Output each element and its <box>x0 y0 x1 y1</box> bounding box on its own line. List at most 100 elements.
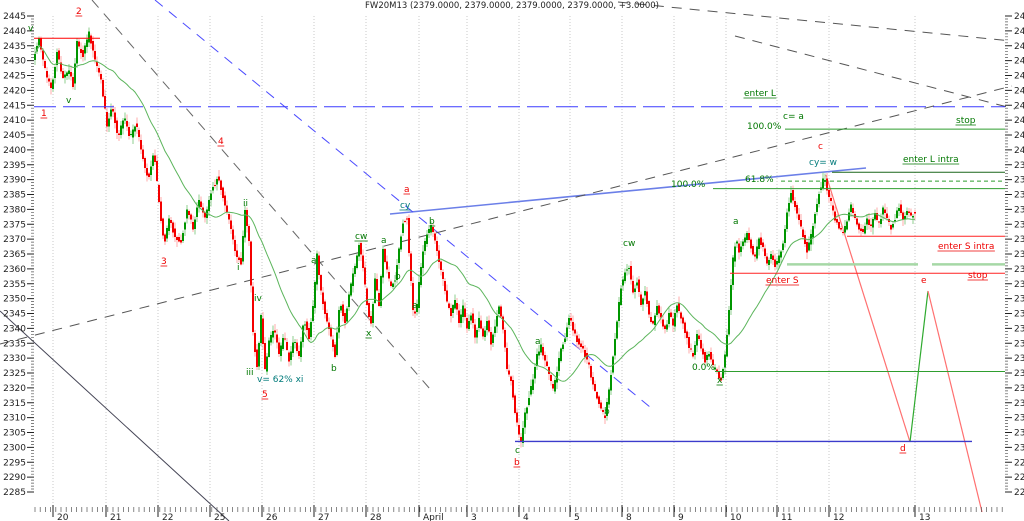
candle-body <box>730 285 732 311</box>
chart-annotation[interactable]: c <box>818 142 823 152</box>
candle-body <box>320 275 322 291</box>
candle-body <box>590 365 592 378</box>
candle-body <box>170 219 172 223</box>
chart-annotation[interactable]: enter L intra <box>903 155 959 165</box>
candle-body <box>796 205 798 214</box>
candle-body <box>654 315 656 326</box>
chart-annotation[interactable]: 100.0% <box>747 122 782 132</box>
upper-gray-cross-line[interactable] <box>734 35 1016 110</box>
candle-body <box>152 155 154 167</box>
candle-body <box>166 228 168 239</box>
lower-left-trendline[interactable] <box>0 310 230 521</box>
candle-body <box>694 345 696 356</box>
chart-annotation[interactable]: c= a <box>783 112 804 122</box>
chart-annotation[interactable]: a <box>311 256 317 266</box>
chart-annotation[interactable]: b <box>429 217 435 227</box>
candle-body <box>334 344 336 358</box>
candle-body <box>254 333 256 352</box>
candle-body <box>784 229 786 243</box>
chart-annotation[interactable]: c <box>515 446 520 456</box>
candle-body <box>808 242 810 251</box>
y-axis-label-right: 2365 <box>1014 250 1024 260</box>
candle-body <box>402 223 404 234</box>
candle-body <box>714 367 716 370</box>
y-axis-label-right: 2310 <box>1014 414 1024 424</box>
y-axis-label-left: 2330 <box>3 354 26 364</box>
chart-annotation[interactable]: 3 <box>161 257 167 267</box>
chart-annotation[interactable]: 4 <box>218 137 224 147</box>
candle-body <box>828 190 830 198</box>
candle-body <box>844 226 846 233</box>
chart-annotation[interactable]: d <box>900 444 906 454</box>
candle-body <box>302 325 304 343</box>
chart-annotation[interactable]: b <box>604 407 610 417</box>
candle-body <box>536 353 538 366</box>
chart-annotation[interactable]: b <box>514 458 520 468</box>
chart-annotation[interactable]: ii <box>243 199 248 209</box>
candle-body <box>704 351 706 363</box>
chart-annotation[interactable]: cy= w <box>809 158 837 168</box>
chart-annotation[interactable]: enter L <box>744 89 776 99</box>
chart-annotation[interactable]: enter S <box>766 276 799 286</box>
chart-annotation[interactable]: x <box>366 329 372 339</box>
candle-body <box>588 362 590 365</box>
projection-leg-up[interactable] <box>909 290 929 443</box>
chart-annotation[interactable]: stop <box>956 116 976 126</box>
candle-body <box>374 278 376 304</box>
x-axis-label: 11 <box>781 513 792 521</box>
chart-annotation[interactable]: cy <box>400 201 411 211</box>
candle-body <box>184 222 186 230</box>
candle-body <box>846 221 848 230</box>
chart-annotation[interactable]: stop <box>968 271 988 281</box>
chart-annotation[interactable]: b <box>331 364 337 374</box>
candle-body <box>178 237 180 242</box>
candle-body <box>204 212 206 218</box>
candle-body <box>470 315 472 321</box>
chart-annotation[interactable]: v <box>28 24 34 34</box>
chart-annotation[interactable]: a <box>412 301 418 311</box>
chart-annotation[interactable]: iv <box>254 294 263 304</box>
projection-leg-down-1[interactable] <box>825 174 911 443</box>
y-axis-label-left: 2305 <box>3 429 26 439</box>
chart-annotation[interactable]: e <box>921 276 927 286</box>
candle-body <box>772 255 774 260</box>
candle-body <box>516 412 518 423</box>
candle-body <box>412 282 414 310</box>
candle-body <box>428 229 430 233</box>
chart-annotation[interactable]: a <box>733 217 739 227</box>
y-axis-label-left: 2315 <box>3 399 26 409</box>
chart-annotation[interactable]: 1 <box>41 109 47 119</box>
upper-gray-fan-line[interactable] <box>617 1 1013 42</box>
y-axis-label-left: 2385 <box>3 191 26 201</box>
chart-annotation[interactable]: 2 <box>76 7 82 17</box>
rising-gray-trendline[interactable] <box>0 85 1013 345</box>
chart-annotation[interactable]: v <box>66 96 72 106</box>
chart-annotation[interactable]: a <box>381 236 387 246</box>
chart-annotation[interactable]: a <box>535 337 541 347</box>
chart-annotation[interactable]: enter S intra <box>938 242 994 252</box>
candle-body <box>38 38 40 46</box>
rising-blue-trendline[interactable] <box>389 167 867 215</box>
chart-annotation[interactable]: v= 62% xi <box>257 375 303 385</box>
x-axis-label: 22 <box>162 513 173 521</box>
chart-annotation[interactable]: 100.0% <box>671 180 706 190</box>
chart-annotation[interactable]: i <box>237 263 240 273</box>
candle-body <box>202 207 204 213</box>
y-axis-label-left: 2400 <box>3 146 26 156</box>
chart-annotation[interactable]: cw <box>623 239 635 249</box>
chart-annotation[interactable]: a <box>404 185 410 195</box>
chart-annotation[interactable]: cw <box>355 232 367 242</box>
chart-annotation[interactable]: 0.0% <box>692 363 715 373</box>
candle-body <box>292 342 294 353</box>
chart-annotation[interactable]: 61.8% <box>745 175 774 185</box>
chart-annotation[interactable]: iii <box>246 368 254 378</box>
projection-leg-down-2[interactable] <box>927 290 983 513</box>
chart-annotation[interactable]: x <box>717 376 723 386</box>
chart-annotation[interactable]: b <box>395 272 401 282</box>
candle-body <box>574 329 576 334</box>
candle-body <box>522 427 524 444</box>
chart-annotation[interactable]: 5 <box>262 390 268 400</box>
y-axis-label-right: 2400 <box>1014 146 1024 156</box>
falling-gray-trendline[interactable] <box>91 0 431 390</box>
